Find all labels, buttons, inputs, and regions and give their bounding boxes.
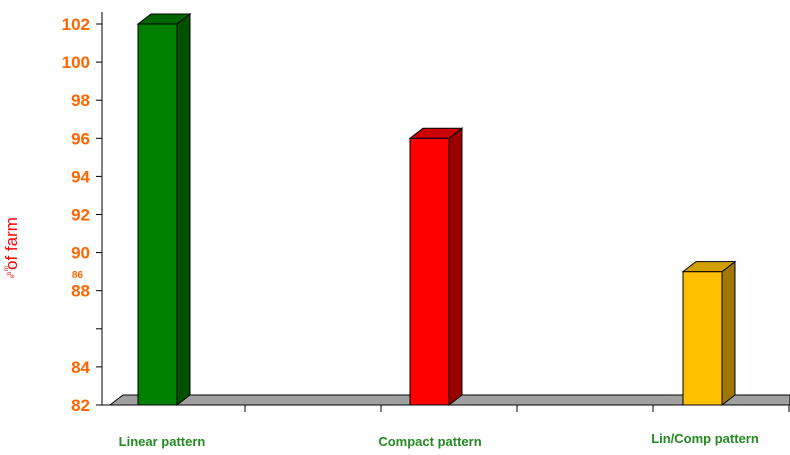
bar — [681, 260, 737, 407]
bar-side — [448, 127, 463, 407]
x-category-label: Compact pattern — [378, 434, 481, 449]
y-axis-label: of farm — [2, 217, 21, 270]
bar-side — [721, 260, 736, 407]
bar-front — [682, 271, 723, 406]
y-tick-label: 96 — [71, 129, 90, 148]
bars — [136, 12, 737, 407]
bar-top — [136, 13, 192, 25]
labels: 102 100 98 96 94 92 90 88 84 82 86 Linear pattern Co… — [62, 15, 759, 449]
y-axis-label-fragment: e — [10, 274, 16, 278]
y-axis-label-fragment: b — [7, 271, 13, 275]
bar — [408, 127, 464, 407]
y-tick-label: 94 — [71, 167, 90, 186]
bar-side — [176, 12, 191, 407]
bar-front — [137, 23, 178, 406]
y-tick-label: 90 — [71, 244, 90, 263]
y-tick-label: 82 — [71, 396, 90, 415]
y-tick-label-small: 86 — [72, 270, 84, 281]
y-axis-title: of farm m b e — [2, 217, 21, 278]
bar-front — [409, 137, 450, 406]
y-tick-label: 92 — [71, 206, 90, 225]
y-axis-label-fragment: m — [4, 266, 10, 271]
x-category-label: Linear pattern — [119, 434, 206, 449]
y-tick-label: 84 — [71, 358, 90, 377]
bar-top — [681, 261, 737, 273]
bar — [136, 12, 192, 407]
bar-top — [408, 127, 464, 139]
x-category-label: Lin/Comp pattern — [651, 431, 759, 446]
y-tick-label: 102 — [62, 15, 90, 34]
y-tick-label: 100 — [62, 53, 90, 72]
y-tick-label: 88 — [71, 282, 90, 301]
y-tick-label: 98 — [71, 91, 90, 110]
